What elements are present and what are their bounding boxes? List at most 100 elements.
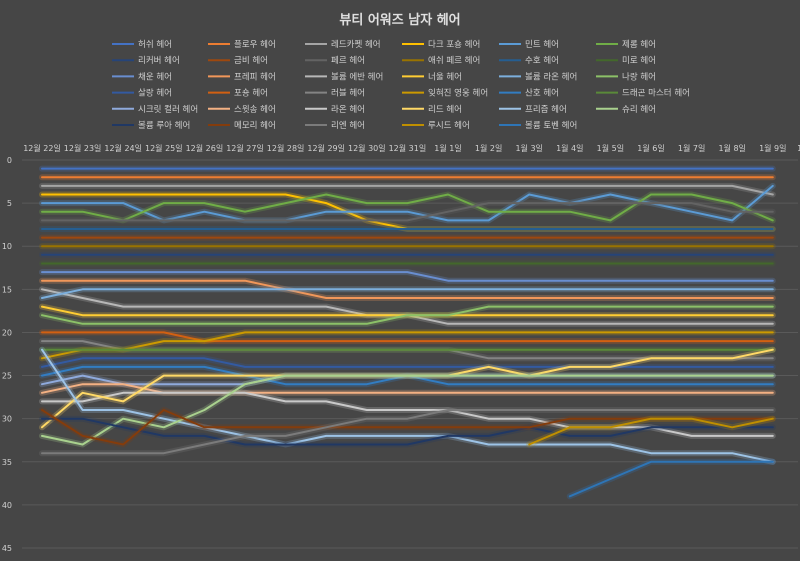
legend-label: 레드카펫 헤어 — [331, 39, 381, 50]
legend: 허쉬 헤어 플로우 헤어 레드카펫 헤어 다크 포숑 헤어 민트 헤어 제롬 헤어리커버 … — [112, 39, 690, 131]
chart-title: 뷰티 어워즈 남자 헤어 — [339, 12, 460, 28]
series-line — [41, 202, 774, 222]
y-axis: 0 5 10 15 20 25 30 35 40 45 — [2, 156, 12, 553]
legend-item: 채운 헤어 — [112, 71, 172, 82]
series-line — [41, 417, 774, 446]
legend-item: 살랑 헤어 — [112, 88, 172, 99]
legend-label: 애쉬 페르 헤어 — [428, 55, 480, 66]
legend-item: 프레피 헤어 — [208, 71, 276, 82]
legend-label: 포숑 헤어 — [234, 88, 268, 99]
y-tick-label: 45 — [2, 544, 12, 553]
legend-label: 제롬 헤어 — [622, 39, 656, 50]
series-line — [41, 279, 774, 299]
legend-label: 산호 헤어 — [525, 88, 559, 99]
legend-item: 볼륨 루아 헤어 — [112, 120, 190, 131]
x-tick-label: 12월 29일 — [307, 143, 345, 153]
legend-label: 수호 헤어 — [525, 55, 559, 66]
legend-item: 플로우 헤어 — [208, 39, 276, 50]
x-tick-label: 12월 22일 — [23, 143, 61, 153]
x-tick-label: 1월 1일 — [434, 143, 461, 153]
legend-label: 페르 헤어 — [331, 55, 365, 66]
x-tick-label: 12월 30일 — [348, 143, 386, 153]
x-tick-label: 1월 4일 — [556, 143, 583, 153]
series-line — [41, 409, 774, 455]
legend-label: 러블 헤어 — [331, 88, 365, 99]
legend-label: 채운 헤어 — [138, 71, 172, 82]
series-line — [41, 305, 774, 325]
legend-item: 다크 포숑 헤어 — [402, 39, 480, 50]
y-tick-label: 20 — [2, 328, 12, 337]
series-line-glow — [566, 458, 776, 500]
series-line — [41, 357, 774, 368]
legend-label: 라온 헤어 — [331, 104, 365, 115]
legend-label: 나랑 헤어 — [622, 71, 656, 82]
legend-label: 프리즘 헤어 — [525, 104, 567, 115]
legend-item: 미로 헤어 — [596, 55, 656, 66]
legend-item: 제롬 헤어 — [596, 39, 656, 50]
legend-item: 애쉬 페르 헤어 — [402, 55, 480, 66]
y-tick-label: 10 — [2, 242, 12, 251]
legend-item: 너울 헤어 — [402, 71, 462, 82]
x-tick-label: 1월 8일 — [718, 143, 745, 153]
x-tick-label: 1월 6일 — [637, 143, 664, 153]
legend-label: 리드 헤어 — [428, 104, 462, 115]
legend-item: 수호 헤어 — [499, 55, 559, 66]
y-tick-label: 25 — [2, 372, 12, 381]
y-tick-label: 5 — [7, 199, 12, 208]
legend-label: 플로우 헤어 — [234, 39, 276, 50]
legend-item: 볼륨 라온 헤어 — [499, 71, 577, 82]
x-tick-label: 1월 2일 — [475, 143, 502, 153]
legend-label: 볼륨 라온 헤어 — [525, 71, 577, 82]
legend-item: 프리즘 헤어 — [499, 104, 567, 115]
legend-item: 시크릿 컬러 헤어 — [112, 104, 198, 115]
series-line — [41, 348, 774, 463]
legend-item: 나랑 헤어 — [596, 71, 656, 82]
series-line — [41, 331, 774, 360]
legend-item: 리엔 헤어 — [305, 120, 365, 131]
series-line — [528, 417, 774, 446]
legend-label: 볼륨 토벤 헤어 — [525, 120, 577, 131]
legend-item: 스윗송 헤어 — [208, 104, 276, 115]
legend-item: 루시드 헤어 — [402, 120, 470, 131]
legend-item: 러블 헤어 — [305, 88, 365, 99]
series-line — [41, 271, 774, 282]
legend-label: 금비 헤어 — [234, 55, 268, 66]
legend-item: 리커버 헤어 — [112, 55, 180, 66]
legend-item: 레드카펫 헤어 — [305, 39, 381, 50]
y-tick-label: 35 — [2, 458, 12, 467]
series-line-glow — [39, 329, 776, 362]
x-tick-label: 12월 25일 — [145, 143, 183, 153]
x-tick-label: 12월 27일 — [226, 143, 264, 153]
x-tick-label: 1월 5일 — [597, 143, 624, 153]
legend-item: 리드 헤어 — [402, 104, 462, 115]
legend-label: 잊혀진 영웅 헤어 — [428, 88, 488, 99]
series-line — [41, 331, 774, 343]
y-tick-label: 30 — [2, 415, 12, 424]
legend-label: 루시드 헤어 — [428, 120, 470, 131]
y-tick-label: 40 — [2, 501, 12, 510]
series-line — [568, 460, 774, 498]
x-tick-label: 12월 31일 — [389, 143, 427, 153]
legend-label: 살랑 헤어 — [138, 88, 172, 99]
x-tick-label: 12월 23일 — [64, 143, 102, 153]
legend-label: 미로 헤어 — [622, 55, 656, 66]
x-tick-label: 12월 24일 — [104, 143, 142, 153]
x-tick-label: 1월 9일 — [759, 143, 786, 153]
y-tick-label: 15 — [2, 285, 12, 294]
x-tick-label: 1월 3일 — [515, 143, 542, 153]
legend-label: 슈리 헤어 — [622, 104, 656, 115]
legend-label: 리엔 헤어 — [331, 120, 365, 131]
legend-item: 금비 헤어 — [208, 55, 268, 66]
x-tick-label: 12월 28일 — [267, 143, 305, 153]
y-tick-label: 0 — [7, 156, 12, 165]
x-tick-label: 1월 7일 — [678, 143, 705, 153]
legend-label: 프레피 헤어 — [234, 71, 276, 82]
legend-label: 드래곤 마스터 헤어 — [622, 88, 690, 99]
legend-label: 다크 포숑 헤어 — [428, 39, 480, 50]
series-line — [41, 193, 774, 222]
series-line — [41, 288, 774, 299]
legend-item: 드래곤 마스터 헤어 — [596, 88, 690, 99]
x-tick-label: 1월 10일 — [797, 143, 800, 153]
